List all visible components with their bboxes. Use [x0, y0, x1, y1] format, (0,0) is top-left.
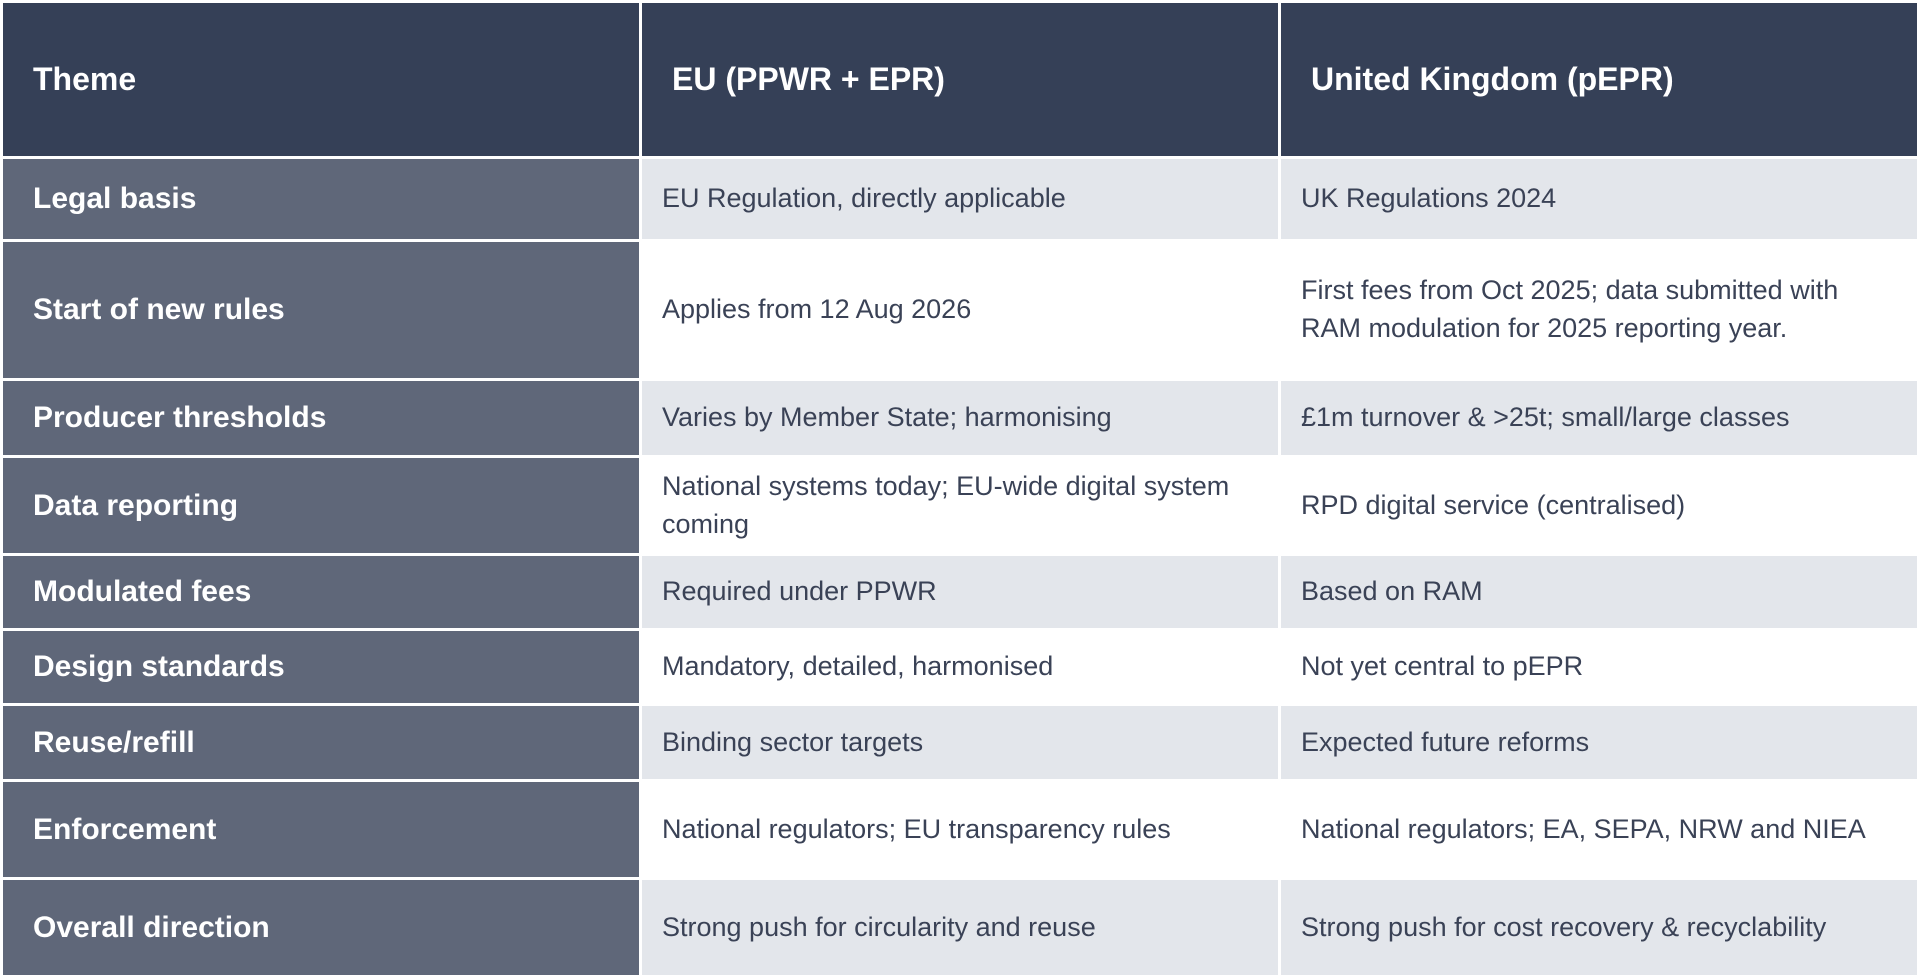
table-cell: Based on RAM — [1281, 556, 1917, 628]
table-cell: Applies from 12 Aug 2026 — [642, 242, 1278, 378]
theme-cell: Overall direction — [3, 880, 639, 975]
table-cell: National systems today; EU-wide digital … — [642, 458, 1278, 553]
table-row: Modulated fees Required under PPWR Based o… — [3, 556, 1917, 628]
theme-cell: Producer thresholds — [3, 381, 639, 455]
table-row: Start of new rules Applies from 12 Aug 20… — [3, 242, 1917, 378]
table-cell: EU Regulation, directly applicable — [642, 159, 1278, 239]
table-cell: Mandatory, detailed, harmonised — [642, 631, 1278, 703]
table-cell: UK Regulations 2024 — [1281, 159, 1917, 239]
theme-cell: Start of new rules — [3, 242, 639, 378]
theme-cell: Enforcement — [3, 782, 639, 877]
table-cell: £1m turnover & >25t; small/large classes — [1281, 381, 1917, 455]
table-header: Theme EU (PPWR + EPR) United Kingdom (pEPR… — [3, 3, 1917, 156]
table-cell: Strong push for circularity and reuse — [642, 880, 1278, 975]
table-cell: Binding sector targets — [642, 706, 1278, 779]
theme-cell: Design standards — [3, 631, 639, 703]
table-body: Legal basis EU Regulation, directly appli… — [3, 159, 1917, 975]
table-cell: Not yet central to pEPR — [1281, 631, 1917, 703]
table-cell: RPD digital service (centralised) — [1281, 458, 1917, 553]
table-row: Design standards Mandatory, detailed, har… — [3, 631, 1917, 703]
column-header: Theme — [3, 3, 639, 156]
table-row: Enforcement National regulators; EU trans… — [3, 782, 1917, 877]
table-cell: Expected future reforms — [1281, 706, 1917, 779]
table-cell: National regulators; EU transparency rul… — [642, 782, 1278, 877]
theme-cell: Reuse/refill — [3, 706, 639, 779]
theme-cell: Data reporting — [3, 458, 639, 553]
table-row: Overall direction Strong push for circula… — [3, 880, 1917, 975]
table-row: Producer thresholds Varies by Member Stat… — [3, 381, 1917, 455]
table-cell: First fees from Oct 2025; data submitted… — [1281, 242, 1917, 378]
table-cell: Varies by Member State; harmonising — [642, 381, 1278, 455]
table-cell: Strong push for cost recovery & recyclab… — [1281, 880, 1917, 975]
table-row: Legal basis EU Regulation, directly appli… — [3, 159, 1917, 239]
table-cell: National regulators; EA, SEPA, NRW and N… — [1281, 782, 1917, 877]
header-row: Theme EU (PPWR + EPR) United Kingdom (pEPR… — [3, 3, 1917, 156]
column-header: United Kingdom (pEPR) — [1281, 3, 1917, 156]
theme-cell: Modulated fees — [3, 556, 639, 628]
theme-cell: Legal basis — [3, 159, 639, 239]
table-cell: Required under PPWR — [642, 556, 1278, 628]
column-header: EU (PPWR + EPR) — [642, 3, 1278, 156]
table-row: Reuse/refill Binding sector targets Expect… — [3, 706, 1917, 779]
table-row: Data reporting National systems today; EU… — [3, 458, 1917, 553]
